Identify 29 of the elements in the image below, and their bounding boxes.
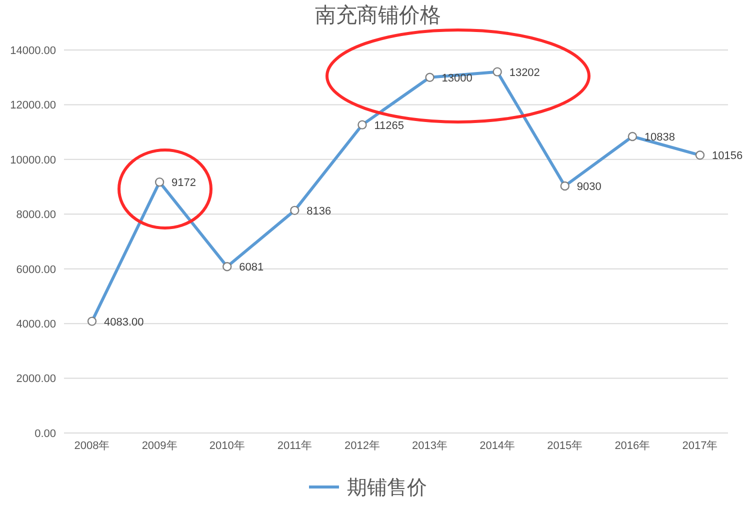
x-tick-label: 2012年 [344, 440, 380, 452]
y-tick-label: 10000.00 [10, 154, 56, 166]
data-label: 13202 [509, 66, 540, 79]
data-label: 6081 [239, 262, 264, 274]
y-tick-label: 4000.00 [16, 318, 56, 330]
data-label: 10838 [644, 132, 676, 144]
legend-label: 期铺售价 [346, 476, 427, 500]
data-label: 10156 [712, 150, 743, 162]
x-tick-label: 2009年 [142, 440, 178, 452]
y-tick-label: 12000.00 [10, 100, 56, 112]
x-tick-label: 2016年 [614, 440, 650, 452]
chart-title: 南充商铺价格 [314, 4, 442, 28]
x-tick-label: 2008年 [74, 440, 110, 452]
x-tick-label: 2014年 [480, 440, 516, 452]
y-tick-label: 14000.00 [10, 44, 56, 57]
data-label: 4083.00 [104, 316, 144, 328]
data-label: 8136 [306, 205, 332, 218]
x-tick-label: 2013年 [412, 440, 448, 452]
y-tick-label: 8000.00 [16, 209, 56, 222]
x-tick-label: 2010年 [209, 440, 245, 452]
y-tick-label: 2000.00 [16, 373, 56, 386]
data-label: 11265 [374, 120, 404, 132]
y-tick-label: 0.00 [34, 428, 56, 440]
x-tick-label: 2015年 [547, 440, 583, 452]
y-tick-label: 6000.00 [16, 264, 56, 276]
data-label: 9172 [172, 177, 196, 190]
x-tick-label: 2017年 [682, 440, 718, 452]
data-label: 9030 [576, 180, 602, 193]
x-tick-label: 2011年 [277, 440, 312, 452]
